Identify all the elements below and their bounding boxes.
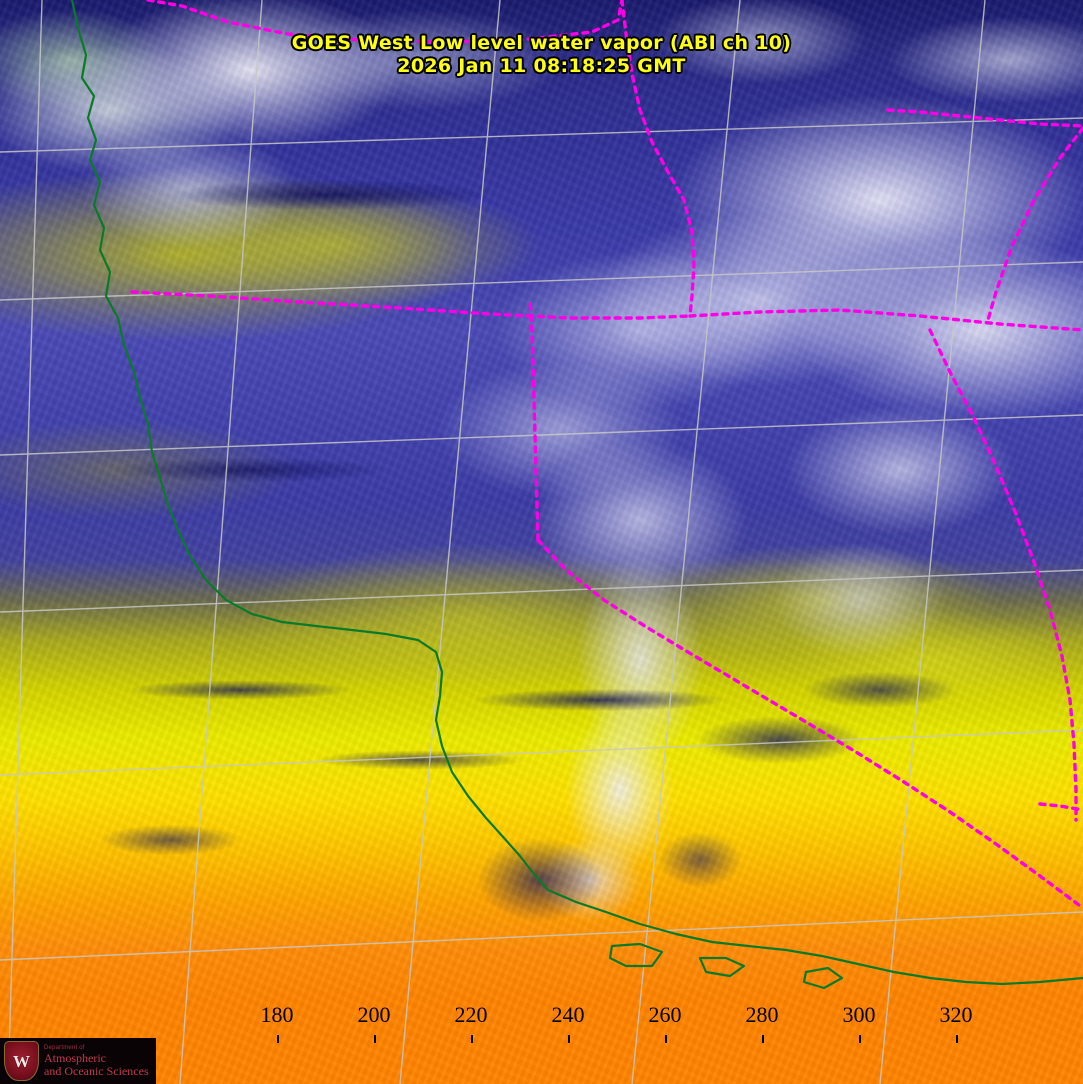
colorbar-panel: 180 200 220 240 260 280 300 320: [0, 1000, 1083, 1084]
colorbar-tick-mark: [374, 1035, 376, 1043]
colorbar-tick-mark: [859, 1035, 861, 1043]
colorbar-tick-mark: [665, 1035, 667, 1043]
title-line-2: 2026 Jan 11 08:18:25 GMT: [397, 55, 686, 77]
colorbar-tick-mark: [956, 1035, 958, 1043]
logo-line-1: Atmospheric: [44, 1051, 106, 1066]
logo-line-2: and Oceanic Sciences: [44, 1063, 149, 1078]
product-title: GOES West Low level water vapor (ABI ch …: [0, 32, 1083, 78]
colorbar-tick-mark: [471, 1035, 473, 1043]
colorbar-tick-label: 220: [454, 1002, 488, 1027]
crest-letter: W: [13, 1051, 30, 1071]
colorbar-tick-label: 300: [842, 1002, 876, 1027]
uw-aos-logo: W Department of Atmospheric and Oceanic …: [0, 1038, 156, 1084]
colorbar-tick-label: 240: [551, 1002, 585, 1027]
colorbar-tick-label: 320: [939, 1002, 973, 1027]
colorbar-tick-mark: [568, 1035, 570, 1043]
colorbar-tick-label: 200: [357, 1002, 391, 1027]
colorbar-tick-label: 180: [260, 1002, 294, 1027]
logo-department-prefix: Department of: [44, 1044, 85, 1051]
colorbar-tick-mark: [277, 1035, 279, 1043]
colorbar-tick-label: 260: [648, 1002, 682, 1027]
colorbar-tick-label: 280: [745, 1002, 779, 1027]
logo-text-block: Department of Atmospheric and Oceanic Sc…: [44, 1045, 149, 1077]
colorbar-tick-labels: 180 200 220 240 260 280 300 320: [0, 1000, 1083, 1043]
colorbar-tick-mark: [762, 1035, 764, 1043]
title-line-1: GOES West Low level water vapor (ABI ch …: [291, 32, 792, 54]
uw-crest-icon: W: [4, 1041, 39, 1081]
